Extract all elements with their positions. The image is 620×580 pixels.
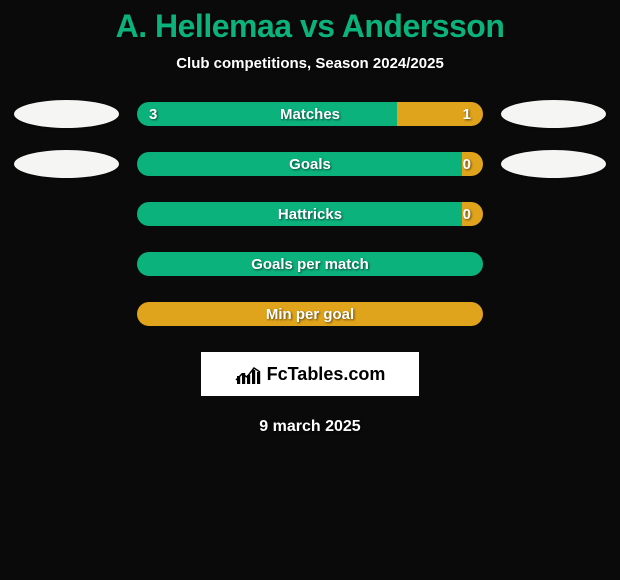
brand-text: FcTables.com (267, 364, 386, 385)
bar-segment-left (137, 152, 462, 176)
bar-segment-left (137, 202, 462, 226)
stat-value-right: 1 (463, 102, 471, 126)
title: A. Hellemaa vs Andersson (0, 8, 620, 45)
stat-bar: Min per goal (137, 302, 483, 326)
bar-segment-right (137, 302, 483, 326)
chart-icon (235, 363, 261, 385)
stat-row: Min per goal (0, 300, 620, 328)
player-right-marker (501, 100, 606, 128)
player-right-marker (501, 150, 606, 178)
stat-row: Matches31 (0, 100, 620, 128)
title-segment: vs (292, 8, 342, 44)
stat-bar: Matches31 (137, 102, 483, 126)
subtitle: Club competitions, Season 2024/2025 (0, 55, 620, 72)
stat-bar: Hattricks0 (137, 202, 483, 226)
stat-bar: Goals per match (137, 252, 483, 276)
stat-row: Goals0 (0, 150, 620, 178)
stat-row: Hattricks0 (0, 200, 620, 228)
title-segment: Andersson (342, 8, 505, 44)
brand-logo: FcTables.com (201, 352, 419, 396)
stat-rows: Matches31Goals0Hattricks0Goals per match… (0, 100, 620, 328)
stat-value-right: 0 (463, 202, 471, 226)
bar-segment-left (137, 102, 397, 126)
title-segment: A. Hellemaa (116, 8, 292, 44)
stat-value-left: 3 (149, 102, 157, 126)
stat-value-right: 0 (463, 152, 471, 176)
date-text: 9 march 2025 (0, 418, 620, 436)
player-left-marker (14, 100, 119, 128)
stat-bar: Goals0 (137, 152, 483, 176)
stat-row: Goals per match (0, 250, 620, 278)
bar-segment-left (137, 252, 483, 276)
comparison-infographic: A. Hellemaa vs Andersson Club competitio… (0, 0, 620, 436)
player-left-marker (14, 150, 119, 178)
